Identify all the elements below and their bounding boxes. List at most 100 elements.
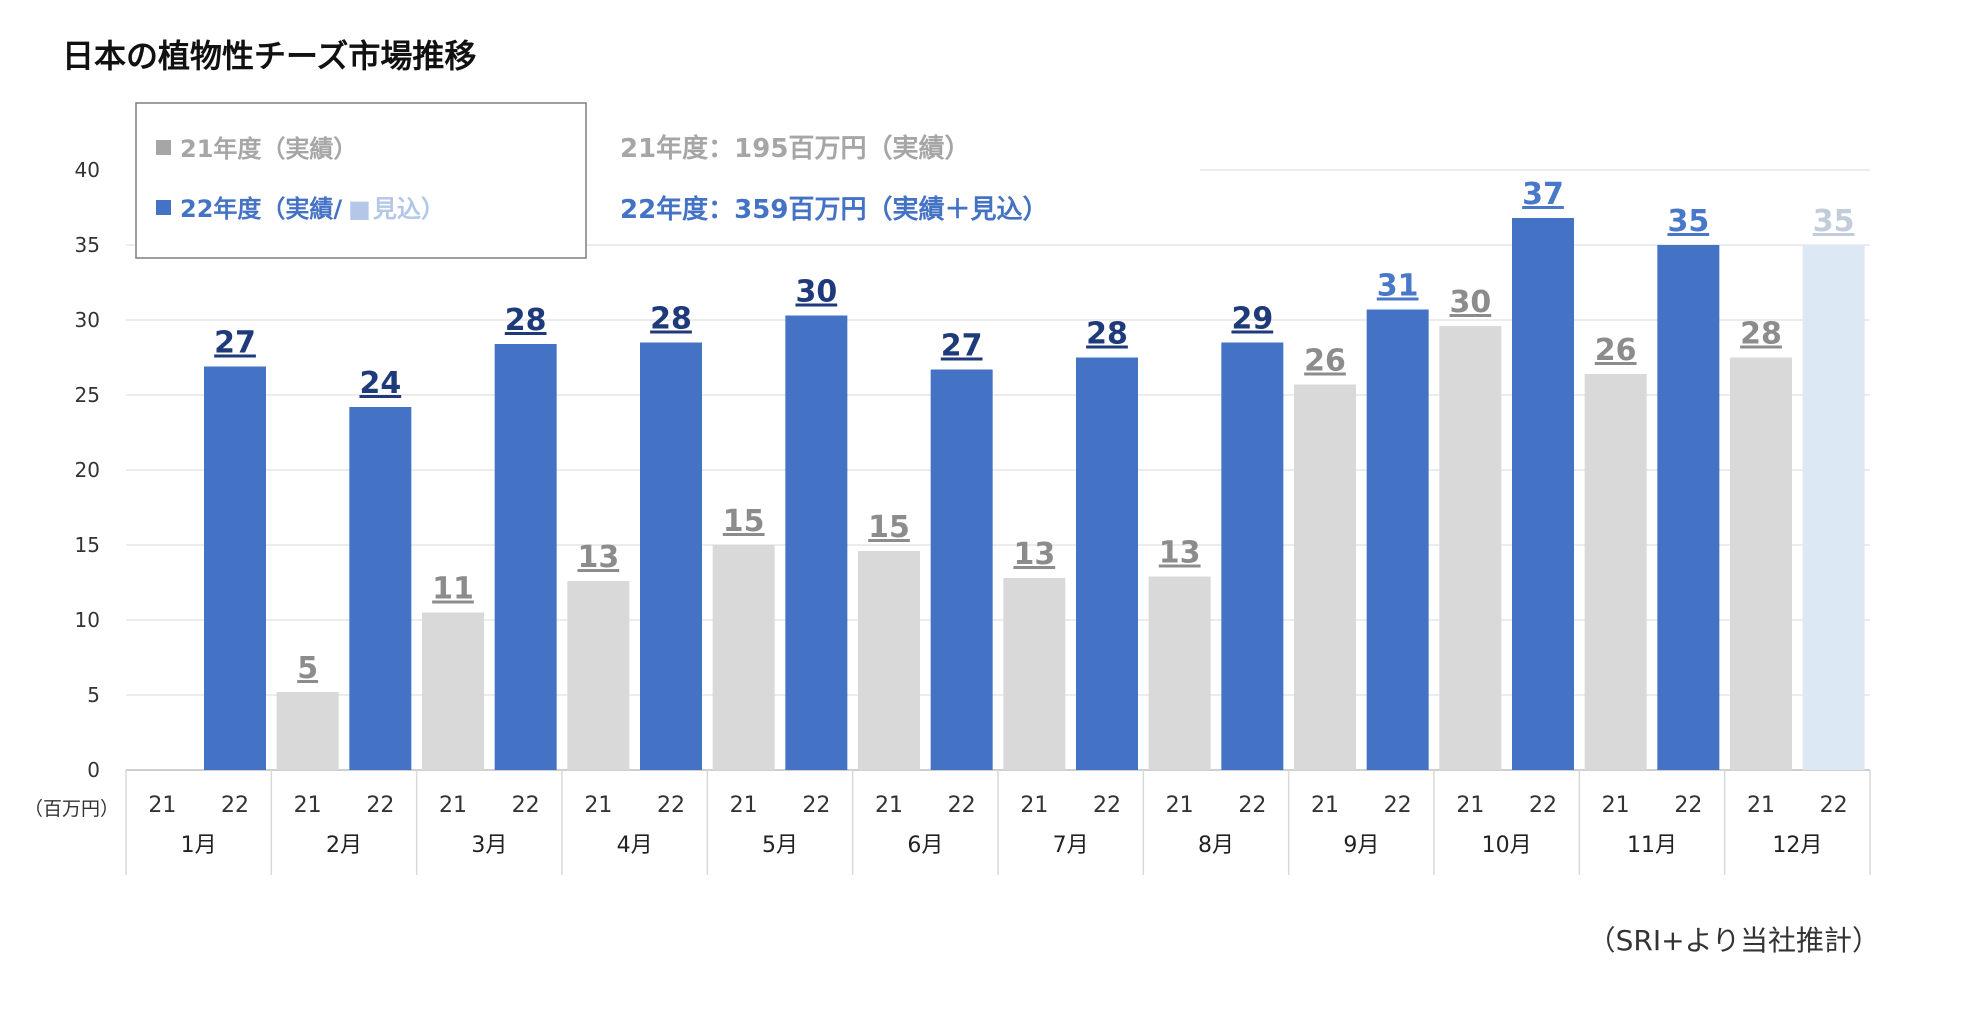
y-tick-label: 0 — [87, 758, 100, 782]
y-tick-label: 15 — [75, 533, 100, 557]
x-sub-label: 22 — [512, 793, 540, 818]
x-sub-label: 21 — [1747, 793, 1775, 818]
value-label-fy22-9: 31 — [1377, 269, 1419, 304]
total-fy22: 22年度：359百万円（実績＋見込） — [620, 194, 1048, 225]
bar-fy22-6 — [930, 369, 993, 770]
x-month-label: 4月 — [617, 833, 653, 858]
y-axis: 0 5 10 15 20 25 30 35 40 — [75, 158, 100, 782]
legend-label-fy22-actual: 22年度（実績/ — [180, 195, 342, 223]
bar-fy21-6 — [858, 551, 920, 770]
x-sub-label: 22 — [802, 793, 830, 818]
x-sub-label: 22 — [657, 793, 685, 818]
bars — [204, 218, 1865, 770]
x-month-label: 7月 — [1053, 833, 1089, 858]
x-sub-label: 22 — [366, 793, 394, 818]
total-fy21: 21年度：195百万円（実績） — [620, 133, 970, 164]
x-sub-label: 22 — [1674, 793, 1702, 818]
value-label-fy21-3: 11 — [432, 572, 474, 607]
value-label-fy22-12: 35 — [1813, 204, 1855, 239]
bar-fy21-11 — [1584, 374, 1647, 770]
legend-swatch-fy21 — [156, 140, 171, 155]
value-label-fy21-4: 13 — [577, 540, 619, 575]
legend-label-fy22: 22年度（実績/■見込） — [180, 195, 445, 223]
bar-fy21-4 — [567, 581, 630, 770]
value-label-fy21-7: 13 — [1013, 537, 1055, 572]
bar-fy22-5 — [785, 315, 848, 770]
x-sub-label: 21 — [584, 793, 612, 818]
unit-label: （百万円） — [24, 798, 119, 820]
bar-fy21-7 — [1003, 578, 1066, 770]
bar-fy21-12 — [1730, 357, 1792, 770]
x-month-label: 1月 — [181, 833, 217, 858]
y-tick-label: 25 — [75, 383, 100, 407]
x-month-label: 2月 — [326, 833, 362, 858]
bar-fy21-3 — [422, 612, 484, 770]
legend-swatch-forecast: ■ — [348, 195, 371, 223]
bar-fy22-8 — [1221, 342, 1284, 770]
value-label-fy22-5: 30 — [795, 275, 837, 310]
x-sub-label: 21 — [1166, 793, 1194, 818]
gridlines — [126, 169, 1870, 771]
bar-fy21-2 — [276, 692, 339, 770]
x-sub-label: 21 — [1456, 793, 1484, 818]
x-month-label: 12月 — [1772, 833, 1822, 858]
bar-fy21-10 — [1439, 326, 1502, 770]
x-month-label: 8月 — [1198, 833, 1234, 858]
x-month-label: 9月 — [1343, 833, 1379, 858]
bar-fy22-11 — [1657, 245, 1720, 770]
value-label-fy22-6: 27 — [941, 329, 983, 364]
x-month-label: 10月 — [1482, 833, 1532, 858]
legend-box — [135, 102, 587, 259]
x-sub-label: 21 — [1020, 793, 1048, 818]
value-label-fy22-11: 35 — [1667, 204, 1709, 239]
y-tick-label: 30 — [75, 308, 100, 332]
bar-fy22-4 — [640, 342, 702, 770]
x-sub-label: 21 — [875, 793, 903, 818]
y-tick-label: 20 — [75, 458, 100, 482]
x-sub-label: 22 — [1093, 793, 1121, 818]
value-label-fy21-8: 13 — [1159, 536, 1201, 571]
x-sub-label: 21 — [1602, 793, 1630, 818]
x-sub-label: 21 — [439, 793, 467, 818]
value-label-fy21-10: 30 — [1449, 285, 1491, 320]
bar-fy21-8 — [1148, 576, 1211, 770]
chart-title: 日本の植物性チーズ市場推移 — [62, 37, 476, 75]
value-label-fy21-12: 28 — [1740, 317, 1782, 352]
value-label-fy22-1: 27 — [214, 326, 256, 361]
x-sub-label: 22 — [948, 793, 976, 818]
x-month-label: 6月 — [907, 833, 943, 858]
x-sub-label: 22 — [221, 793, 249, 818]
value-labels: 27 5 24 11 28 13 28 15 30 15 27 13 28 13 29 26 31 30 37 26 3… — [214, 177, 1854, 686]
x-month-label: 11月 — [1627, 833, 1677, 858]
legend: 21年度（実績） 22年度（実績/■見込） — [135, 102, 587, 259]
y-tick-label: 35 — [75, 233, 100, 257]
bar-fy22-12 — [1802, 245, 1865, 770]
x-sub-label: 22 — [1529, 793, 1557, 818]
value-label-fy22-8: 29 — [1231, 302, 1273, 337]
y-tick-label: 5 — [87, 683, 100, 707]
x-sub-label: 22 — [1384, 793, 1412, 818]
value-label-fy21-9: 26 — [1304, 344, 1346, 379]
legend-label-fy21: 21年度（実績） — [180, 135, 357, 163]
value-label-fy21-6: 15 — [868, 510, 910, 545]
x-sub-label: 22 — [1820, 793, 1848, 818]
value-label-fy21-5: 15 — [723, 504, 765, 539]
legend-swatch-fy22 — [156, 200, 171, 215]
value-label-fy22-2: 24 — [359, 366, 401, 401]
bar-fy22-10 — [1512, 218, 1574, 770]
value-label-fy22-4: 28 — [650, 302, 692, 337]
bar-fy22-9 — [1366, 309, 1429, 770]
x-sub-label: 21 — [148, 793, 176, 818]
bar-fy22-3 — [494, 344, 557, 770]
value-label-fy22-7: 28 — [1086, 317, 1128, 352]
bar-fy22-1 — [204, 366, 266, 770]
value-label-fy22-10: 37 — [1522, 177, 1564, 212]
x-sub-label: 22 — [1238, 793, 1266, 818]
bar-fy22-7 — [1076, 357, 1138, 770]
x-month-label: 5月 — [762, 833, 798, 858]
bar-fy21-5 — [712, 545, 775, 770]
value-label-fy21-11: 26 — [1595, 333, 1637, 368]
value-label-fy22-3: 28 — [505, 303, 547, 338]
